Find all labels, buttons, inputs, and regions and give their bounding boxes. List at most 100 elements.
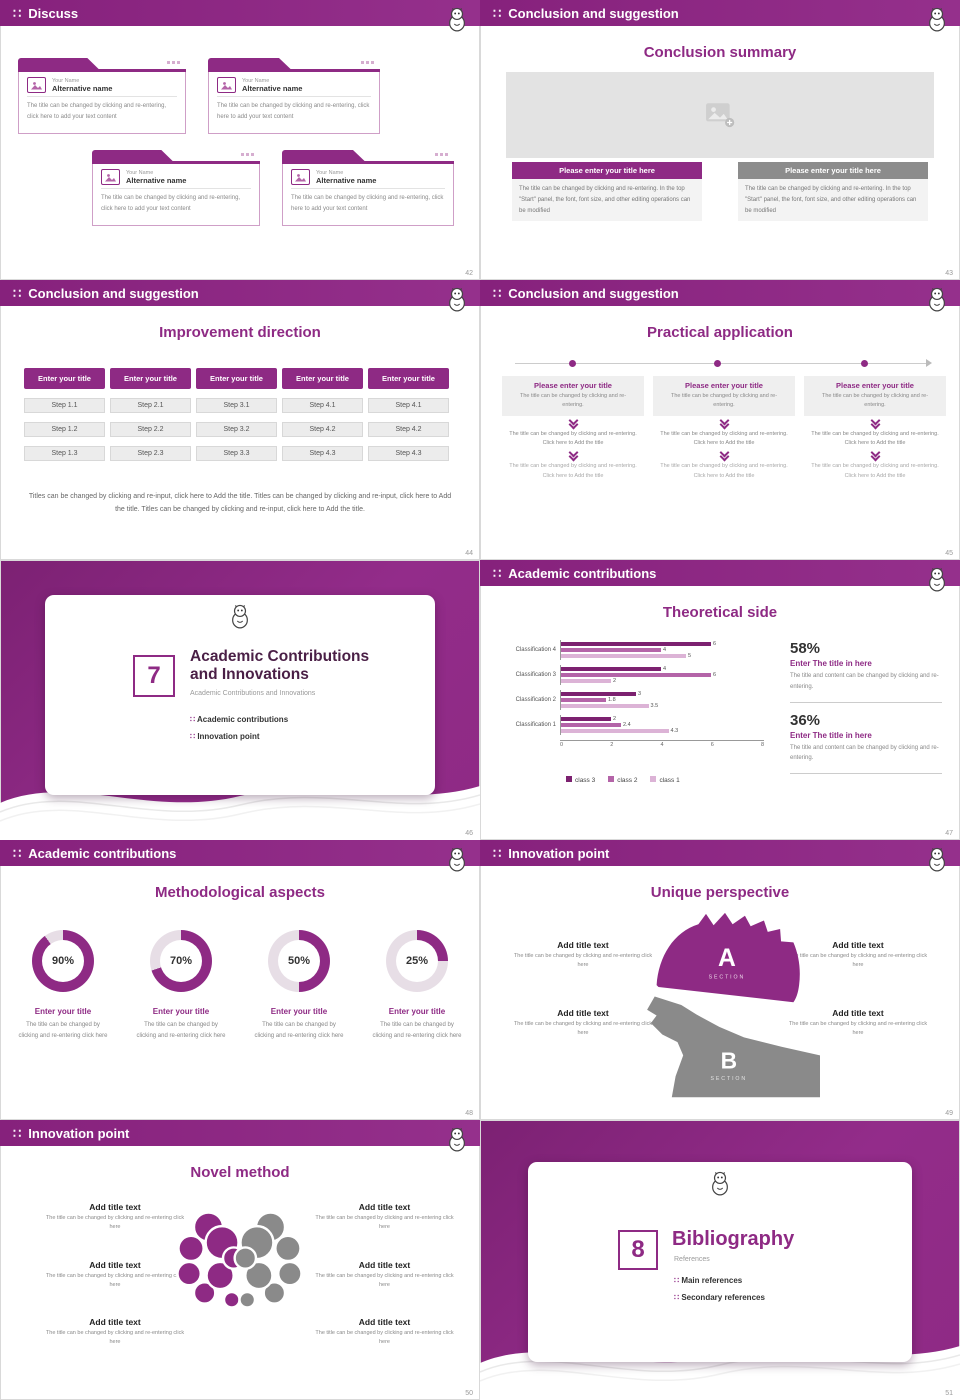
donut-description: The title can be changed by clicking and… [372, 1022, 462, 1039]
section-b-letter: B [721, 1048, 737, 1074]
chart-bar [561, 728, 669, 734]
info-card[interactable]: Your Name Alternative name The title can… [92, 150, 260, 226]
chart-category-label: Classification 4 [515, 647, 556, 653]
timeline-columns: Please enter your title The title can be… [502, 376, 946, 481]
chart-bar-value: 3 [638, 691, 642, 697]
chart-bar [561, 716, 611, 722]
annotation-block[interactable]: Add title text The title can be changed … [513, 1008, 653, 1039]
slide-methodological-aspects[interactable]: ∷ Academic contributions Methodological … [0, 840, 480, 1120]
annotation-block[interactable]: Add title text The title can be changed … [513, 940, 653, 971]
mascot-icon [449, 1127, 465, 1152]
double-chevron-down-icon [869, 447, 881, 462]
page-number: 42 [465, 270, 473, 277]
annotation-block[interactable]: Add title text The title can be changed … [312, 1202, 457, 1233]
title-button[interactable]: Enter your title [368, 368, 449, 389]
annotation-block[interactable]: Add title text The title can be changed … [788, 940, 928, 971]
step-box: Step 4.2 [282, 422, 363, 437]
slide-theoretical-side[interactable]: ∷ Academic contributions Theoretical sid… [480, 560, 960, 840]
chart-bar [561, 647, 661, 653]
slide-conclusion-summary[interactable]: ∷ Conclusion and suggestion Conclusion s… [480, 0, 960, 280]
title-button[interactable]: Please enter your title here [512, 162, 702, 179]
annotation-block[interactable]: Add title text The title can be changed … [45, 1260, 185, 1291]
page-number: 44 [465, 550, 473, 557]
title-button[interactable]: Enter your title [196, 368, 277, 389]
annotation-block[interactable]: Add title text The title can be changed … [312, 1260, 457, 1291]
card-name: Your Name [126, 169, 154, 176]
image-icon [101, 169, 120, 185]
chart-bar-value: 4 [663, 666, 667, 672]
step-box: Step 1.1 [24, 398, 105, 413]
section-b-label: SECTION [711, 1076, 748, 1082]
folder-dots-icon [167, 61, 180, 64]
chart-bar [561, 641, 711, 647]
section-bullet[interactable]: Academic contributions [190, 715, 288, 724]
slide-header: ∷ Conclusion and suggestion [0, 280, 480, 306]
donut-description: The title can be changed by clicking and… [18, 1022, 108, 1039]
timeline-column: Please enter your title The title can be… [653, 376, 795, 481]
slide-title: Practical application [647, 324, 793, 341]
chart-category-label: Classification 2 [515, 697, 556, 703]
folder-bar [18, 69, 186, 72]
folder-tab [208, 58, 291, 69]
annotation-text: The title can be changed by clicking and… [315, 1273, 454, 1289]
chart-bar-value: 6 [713, 672, 717, 678]
slide-header: ∷ Discuss [0, 0, 480, 26]
timeline-column: Please enter your title The title can be… [502, 376, 644, 481]
slide-section-8[interactable]: 8 Bibliography References Main reference… [480, 1120, 960, 1400]
slide-novel-method[interactable]: ∷ Innovation point Novel method Add titl… [0, 1120, 480, 1400]
chart-x-tick: 0 [560, 742, 564, 748]
section-bullet[interactable]: Secondary references [674, 1293, 765, 1302]
section-number: 7 [133, 655, 175, 697]
slide-header: ∷ Innovation point [480, 840, 960, 866]
donut-percent: 90% [51, 955, 75, 967]
annotation-title: Add title text [89, 1202, 141, 1212]
title-button[interactable]: Enter your title [110, 368, 191, 389]
section-title-line: and Innovations [190, 665, 309, 683]
slide-discuss[interactable]: ∷ Discuss Your Name Alternative name The… [0, 0, 480, 280]
stat-title: Enter The title in here [790, 730, 872, 740]
chart-legend: class 3 class 2 class 1 [566, 776, 680, 784]
donut-description: The title can be changed by clicking and… [254, 1022, 344, 1039]
info-card[interactable]: Your Name Alternative name The title can… [282, 150, 454, 226]
card-name: Your Name [242, 77, 270, 84]
card-alt-name: Alternative name [242, 83, 303, 93]
slide-section-7[interactable]: 7 Academic Contributions and Innovations… [0, 560, 480, 840]
annotation-title: Add title text [358, 1260, 411, 1270]
column-title[interactable]: Please enter your title [685, 381, 763, 390]
image-placeholder[interactable] [506, 72, 934, 158]
chart-bar-value: 1.8 [608, 697, 616, 703]
slide-improvement-direction[interactable]: ∷ Conclusion and suggestion Improvement … [0, 280, 480, 560]
column-subtext: The title can be changed by clicking and… [519, 393, 627, 409]
header-dots-icon: ∷ [13, 1125, 22, 1141]
annotation-block[interactable]: Add title text The title can be changed … [45, 1202, 185, 1233]
stat-description: The title and content can be changed by … [790, 671, 942, 703]
column-title[interactable]: Please enter your title [534, 381, 612, 390]
chart-x-tick: 8 [760, 742, 764, 748]
annotation-block[interactable]: Add title text The title can be changed … [788, 1008, 928, 1039]
slide-practical-application[interactable]: ∷ Conclusion and suggestion Practical ap… [480, 280, 960, 560]
step-box: Step 2.1 [110, 398, 191, 413]
summary-column: Please enter your title here The title c… [512, 162, 702, 222]
card-description: The title can be changed by clicking and… [27, 103, 167, 120]
column-text: The title can be changed by clicking and… [811, 463, 939, 479]
annotation-title: Add title text [358, 1202, 411, 1212]
info-card[interactable]: Your Name Alternative name The title can… [18, 58, 186, 134]
column-title[interactable]: Please enter your title [836, 381, 914, 390]
annotation-title: Add title text [89, 1317, 141, 1327]
chart-legend-item: class 2 [608, 776, 637, 784]
title-button[interactable]: Enter your title [282, 368, 363, 389]
section-bullet[interactable]: Innovation point [190, 732, 259, 741]
annotation-block[interactable]: Add title text The title can be changed … [45, 1317, 185, 1348]
brain-right-hemisphere [233, 1211, 303, 1309]
slide-unique-perspective[interactable]: ∷ Innovation point Unique perspective A … [480, 840, 960, 1120]
column-text: The title can be changed by clicking and… [509, 463, 637, 479]
header-dots-icon: ∷ [493, 5, 502, 21]
folder-dots-icon [435, 153, 448, 156]
info-card[interactable]: Your Name Alternative name The title can… [208, 58, 380, 134]
title-button[interactable]: Please enter your title here [738, 162, 928, 179]
title-button[interactable]: Enter your title [24, 368, 105, 389]
annotation-block[interactable]: Add title text The title can be changed … [312, 1317, 457, 1348]
chart-category-label: Classification 1 [515, 722, 556, 728]
section-bullet[interactable]: Main references [674, 1276, 742, 1285]
donut-item: 70% Enter your title The title can be ch… [126, 930, 236, 1042]
